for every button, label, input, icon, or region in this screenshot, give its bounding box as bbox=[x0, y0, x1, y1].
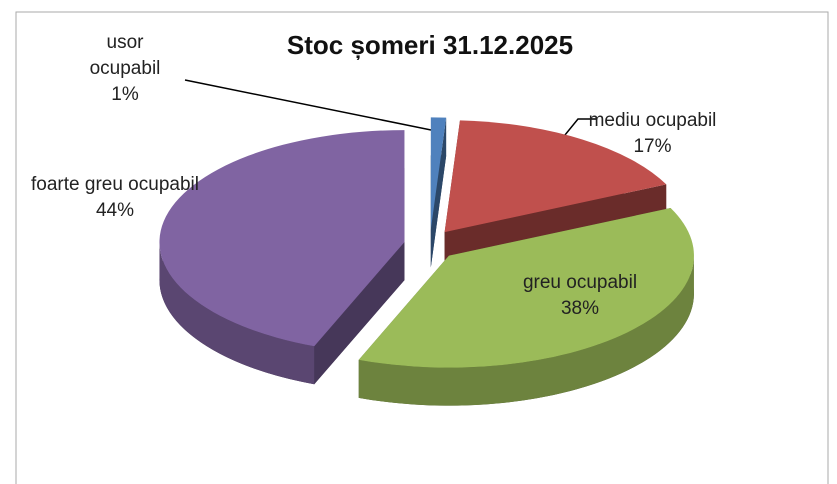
category-label: greu ocupabil bbox=[522, 272, 638, 293]
category-label: usor ocupabil bbox=[89, 32, 161, 79]
slice bbox=[159, 130, 405, 347]
data-label: usor ocupabil 1% bbox=[75, 30, 175, 108]
slice bbox=[358, 207, 694, 368]
value-label: 38% bbox=[560, 298, 600, 319]
category-label: foarte greu ocupabil bbox=[31, 174, 199, 195]
leader-line bbox=[184, 79, 437, 132]
slice bbox=[430, 117, 447, 230]
value-label: 44% bbox=[95, 200, 135, 221]
chart-title: Stoc șomeri 31.12.2025 bbox=[286, 30, 574, 60]
slice-wall bbox=[314, 242, 405, 385]
slice-wall bbox=[430, 117, 447, 268]
slice-side bbox=[159, 242, 315, 385]
slice-side bbox=[358, 255, 694, 406]
data-label: foarte greu ocupabil 44% bbox=[30, 172, 200, 224]
value-label: 17% bbox=[633, 136, 672, 157]
value-label: 1% bbox=[111, 84, 139, 105]
pie bbox=[159, 117, 694, 406]
data-label: mediu ocupabil 17% bbox=[585, 108, 720, 160]
category-label: mediu ocupabil bbox=[588, 110, 717, 131]
slice bbox=[444, 120, 667, 233]
chart-border bbox=[15, 11, 829, 484]
data-label: greu ocupabil 38% bbox=[490, 270, 670, 322]
